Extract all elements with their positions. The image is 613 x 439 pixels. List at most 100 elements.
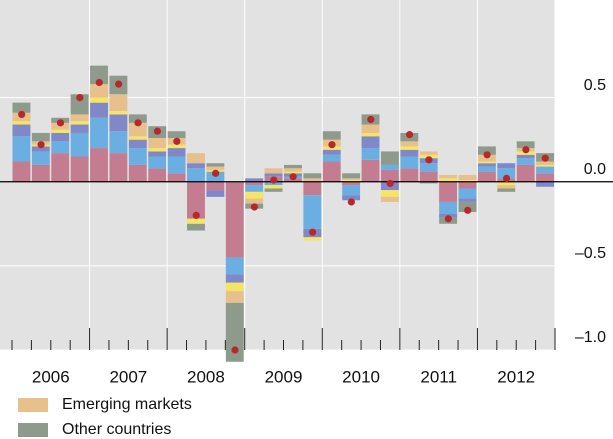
bar-segment — [516, 158, 535, 165]
bar-segment — [342, 173, 361, 179]
bar-segment — [303, 173, 322, 179]
total-dot — [308, 228, 317, 236]
bar-segment — [400, 168, 419, 182]
total-dot — [95, 78, 103, 87]
total-dot — [328, 141, 336, 149]
bar-segment — [284, 164, 302, 169]
bar-segment — [536, 161, 554, 165]
bar-segment — [90, 97, 108, 103]
bar-segment — [477, 166, 496, 172]
bar-segment — [109, 111, 128, 115]
bar-segment — [70, 156, 89, 182]
bar-segment — [303, 178, 322, 182]
bar-segment — [31, 151, 50, 165]
bar-segment — [380, 151, 399, 165]
bar-segment — [361, 124, 380, 133]
bar-segment — [284, 171, 302, 174]
total-dot — [541, 154, 549, 162]
total-dot — [483, 151, 491, 159]
bar-segment — [322, 149, 341, 155]
bar-segment — [477, 146, 496, 155]
bar-segment — [477, 161, 496, 164]
bar-segment — [380, 196, 399, 202]
legend-label: Emerging markets — [62, 396, 192, 413]
bar-segment — [148, 168, 167, 182]
bar-segment — [497, 185, 516, 189]
total-dot — [270, 176, 278, 184]
bar-segment — [536, 181, 554, 187]
bar-segment — [70, 94, 89, 115]
y-tick-label: 0.5 — [584, 77, 606, 94]
bar-segment — [419, 171, 438, 182]
bar-segment — [12, 124, 31, 137]
bar-segment — [187, 218, 205, 224]
bar-segment — [70, 121, 89, 125]
bar-segment — [167, 156, 186, 174]
bar-segment — [458, 180, 477, 182]
bar-segment — [477, 171, 496, 182]
bar-segment — [90, 65, 108, 85]
bar-segment — [400, 156, 419, 169]
bar-segment — [400, 149, 419, 157]
bar-segment — [342, 181, 361, 186]
bar-segment — [148, 156, 167, 169]
total-dot — [231, 346, 239, 354]
bar-segment — [128, 148, 147, 165]
x-year-label: 2006 — [32, 367, 70, 386]
y-tick-label: –1.0 — [575, 329, 606, 346]
bar-segment — [264, 168, 283, 174]
bar-segment — [516, 164, 535, 182]
total-dot — [522, 146, 530, 154]
total-dot — [250, 203, 259, 211]
x-year-label: 2011 — [420, 367, 457, 386]
bar-segment — [458, 181, 477, 189]
total-dot — [444, 215, 452, 223]
total-dot — [367, 115, 375, 124]
bar-segment — [497, 163, 516, 169]
bar-segment — [167, 144, 186, 149]
bar-segment — [187, 168, 205, 182]
y-tick-label: –0.5 — [575, 245, 606, 262]
bar-segment — [167, 173, 186, 182]
bar-segment — [148, 148, 167, 152]
total-dot — [192, 211, 200, 219]
bar-segment — [536, 164, 554, 167]
bar-segment — [225, 181, 244, 258]
bar-segment — [245, 178, 264, 182]
bar-segment — [361, 136, 380, 149]
bar-segment — [167, 131, 186, 138]
total-dot — [134, 119, 142, 127]
bar-segment — [128, 164, 147, 182]
bar-segment — [419, 163, 438, 172]
bar-segment — [439, 178, 458, 182]
bar-segment — [439, 175, 458, 179]
bar-segment — [90, 102, 108, 118]
bar-segment — [12, 136, 31, 162]
bar-segment — [264, 173, 283, 177]
bar-segment — [167, 148, 186, 157]
bar-segment — [109, 153, 128, 182]
bar-segment — [70, 114, 89, 122]
bar-segment — [109, 114, 128, 132]
bar-segment — [90, 117, 108, 149]
bar-segment — [303, 195, 322, 229]
x-year-label: 2008 — [187, 367, 225, 386]
bar-segment — [206, 166, 225, 170]
bar-segment — [225, 274, 244, 283]
bar-segment — [264, 188, 283, 192]
bar-segment — [225, 282, 244, 292]
bar-segment — [206, 163, 225, 167]
total-dot — [153, 127, 162, 135]
bar-segment — [90, 148, 108, 182]
total-dot — [405, 131, 414, 139]
total-dot — [76, 93, 84, 102]
bar-segment — [245, 181, 264, 186]
bar-segment — [31, 164, 50, 182]
bar-segment — [497, 168, 516, 179]
bar-segment — [128, 114, 147, 123]
bar-segment — [380, 164, 399, 170]
bar-segment — [51, 141, 70, 154]
bar-segment — [70, 132, 89, 157]
bar-segment — [109, 131, 128, 154]
